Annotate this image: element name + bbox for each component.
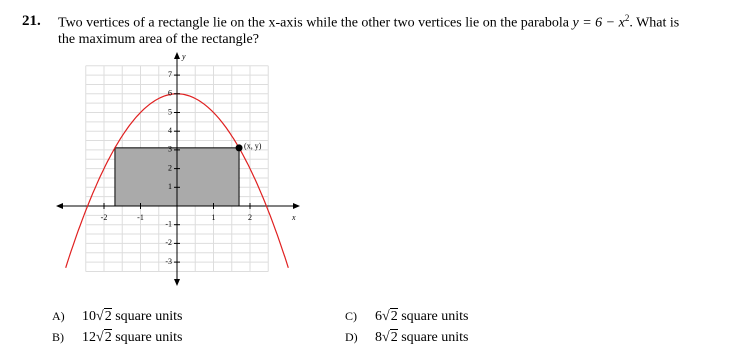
choice-radicand: 2	[103, 308, 112, 324]
choice-expression: 6√	[375, 309, 390, 324]
y-tick-label: 4	[168, 126, 172, 135]
vertex-point	[235, 144, 243, 152]
y-tick-label: -3	[165, 257, 172, 266]
choice-expression: 8√	[375, 330, 390, 345]
choice-unit: square units	[115, 330, 183, 345]
choice: B) 12√2 square units	[52, 329, 183, 346]
y-tick-label: 1	[168, 182, 172, 191]
point-label: (x, y)	[244, 142, 262, 151]
y-label: y	[181, 52, 186, 61]
x-tick-label: 2	[248, 213, 252, 222]
choice-radicand: 2	[389, 308, 398, 324]
choice: C) 6√2 square units	[345, 308, 469, 325]
question-text-after: . What is	[629, 15, 680, 31]
choice-unit: square units	[401, 330, 469, 345]
choice-expression: 10√	[82, 309, 104, 324]
x-tick-label: -1	[137, 213, 144, 222]
y-tick-label: -2	[165, 238, 172, 247]
y-tick-label: 5	[168, 107, 172, 116]
y-tick-label: 6	[168, 89, 172, 98]
choice: D) 8√2 square units	[345, 329, 469, 346]
y-tick-label: 3	[168, 145, 172, 154]
question-text-before: Two vertices of a rectangle lie on the x…	[58, 15, 569, 31]
choice: A) 10√2 square units	[52, 308, 183, 325]
y-tick-label: 7	[168, 70, 172, 79]
x-label: x	[291, 213, 296, 222]
choice-unit: square units	[115, 309, 183, 324]
choice-label: D)	[345, 330, 358, 344]
x-tick-label: -2	[101, 213, 108, 222]
question-text: Two vertices of a rectangle lie on the x…	[58, 13, 679, 32]
choice-unit: square units	[401, 309, 469, 324]
y-tick-label: 2	[168, 163, 172, 172]
equation-exponent: 2	[624, 13, 630, 23]
choice-label: C)	[345, 309, 357, 323]
question-line2: the maximum area of the rectangle?	[58, 32, 259, 47]
choice-expression: 12√	[82, 330, 104, 345]
question-number: 21.	[22, 13, 41, 29]
choice-radicand: 2	[389, 329, 398, 345]
x-tick-label: 1	[212, 213, 216, 222]
y-tick-label: -1	[165, 220, 172, 229]
choice-label: A)	[52, 309, 65, 323]
choice-label: B)	[52, 330, 64, 344]
equation: y = 6 − x	[572, 15, 625, 31]
choice-radicand: 2	[103, 329, 112, 345]
